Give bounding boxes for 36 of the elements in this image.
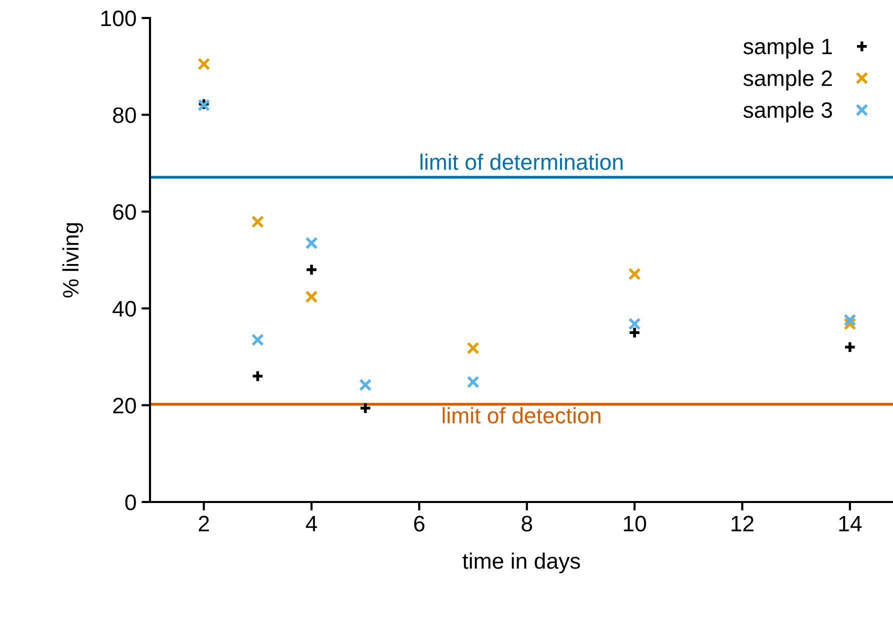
x-tick-label: 2 xyxy=(198,516,209,532)
legend-label: sample 3 xyxy=(743,102,832,122)
point xyxy=(305,236,318,250)
y-tick-label: 100 xyxy=(101,10,136,26)
y-tick-label: 20 xyxy=(113,398,136,414)
y-tick-label: 0 xyxy=(125,494,136,510)
point xyxy=(628,268,641,280)
point xyxy=(359,402,372,414)
point xyxy=(844,314,856,326)
point xyxy=(251,334,264,346)
x-tick-label: 6 xyxy=(414,516,424,532)
point xyxy=(198,58,210,70)
y-tick-label: 60 xyxy=(113,204,136,220)
x-tick-label: 10 xyxy=(624,516,646,532)
point xyxy=(305,263,318,276)
legend-label: sample 2 xyxy=(743,70,832,91)
x-tick-label: 12 xyxy=(732,516,754,532)
x-tick-label: 4 xyxy=(306,516,318,532)
point xyxy=(466,376,480,388)
legend-label: sample 1 xyxy=(743,38,832,59)
y-tick-label: 40 xyxy=(112,300,136,317)
point xyxy=(628,326,641,339)
y-axis-title: % living xyxy=(62,223,84,298)
x-tick-label: 14 xyxy=(839,516,862,532)
point xyxy=(305,290,318,304)
point xyxy=(359,378,372,392)
point xyxy=(628,318,641,330)
point xyxy=(251,370,264,382)
point xyxy=(251,215,264,228)
point xyxy=(466,342,480,354)
x-tick-label: 8 xyxy=(522,516,532,532)
y-tick-label: 80 xyxy=(113,107,136,124)
point xyxy=(844,340,856,354)
x-axis-title: time in days xyxy=(462,552,580,574)
ref-line-label: limit of determination xyxy=(420,154,623,170)
ref-line-label: limit of detection xyxy=(442,407,600,424)
